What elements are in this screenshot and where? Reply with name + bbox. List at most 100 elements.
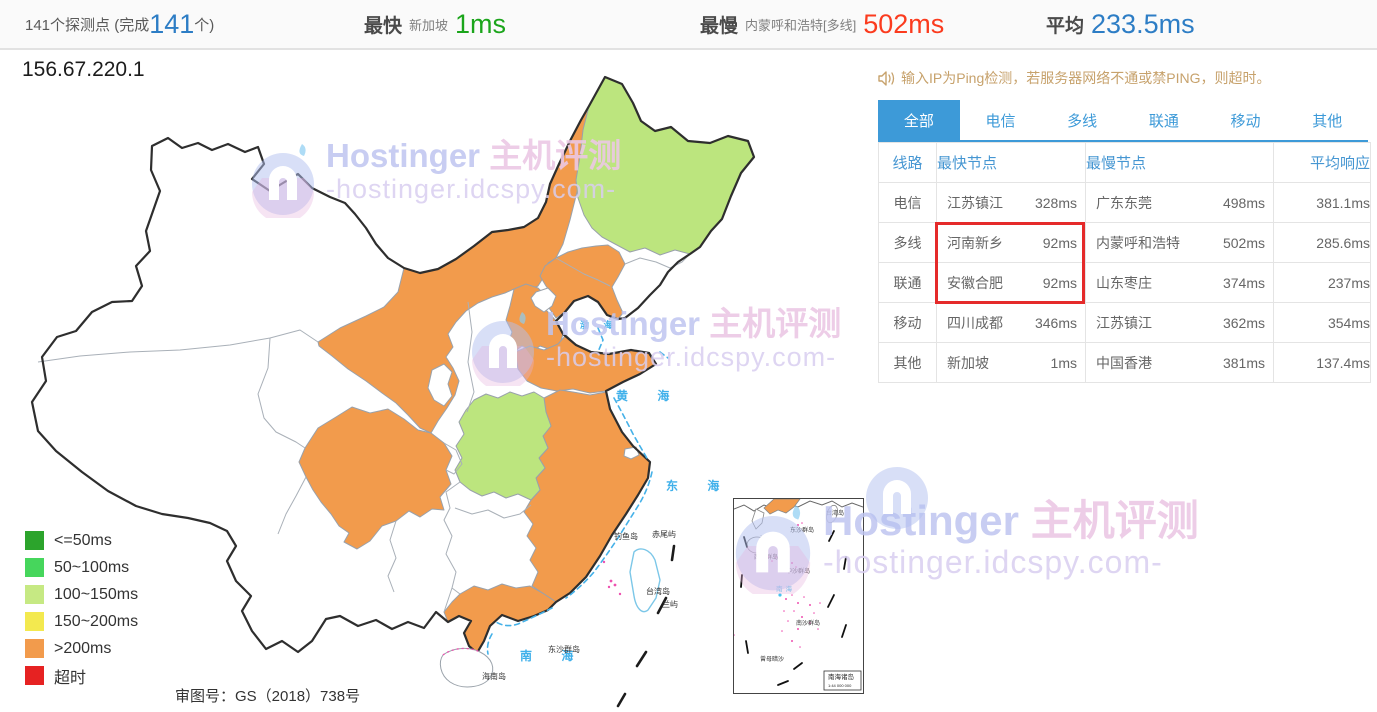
slowest-ms: 502ms (1222, 234, 1265, 251)
slowest-ms: 381ms (1222, 354, 1265, 371)
island-label-lanyu: 兰屿 (662, 599, 678, 609)
ping-notice: 输入IP为Ping检测，若服务器网络不通或禁PING，则超时。 (878, 68, 1270, 88)
fastest-ms: 92ms (1042, 274, 1077, 291)
tab-all[interactable]: 全部 (878, 100, 960, 140)
probe-done-count: 141 (149, 9, 195, 39)
province-heilongjiang[interactable] (575, 76, 755, 256)
legend-swatch-50-100 (25, 558, 44, 577)
legend-item: <=50ms (25, 531, 138, 550)
fastest-node: 河南新乡 (947, 234, 1003, 251)
inset-scale: 1:44 000 000 (828, 683, 852, 688)
slowest-stat: 最慢 内蒙呼和浩特[多线] 502ms (700, 0, 944, 48)
notice-text: 输入IP为Ping检测，若服务器网络不通或禁PING，则超时。 (901, 70, 1271, 86)
hainan-island (439, 647, 494, 688)
inset-guangdong (763, 498, 801, 515)
slowest-node: 广东东莞 (1096, 194, 1152, 211)
fastest-node: 新加坡 (947, 354, 989, 371)
tab-multiline[interactable]: 多线 (1067, 112, 1098, 130)
slowest-node: 江苏镇江 (1096, 314, 1152, 331)
line-name: 联通 (878, 262, 937, 303)
hainan-coast-dashes (442, 647, 481, 656)
sea-label-huanghai: 黄 海 (616, 388, 682, 403)
fastest-node: 新加坡 (409, 17, 449, 33)
table-row: 其他 新加坡 1ms 中国香港 381ms 137.4ms (878, 342, 1371, 383)
country-outline (30, 75, 756, 655)
stats-header: 141个探测点 (完成 141 个) 最快 新加坡 1ms 最慢 内蒙呼和浩特[… (0, 0, 1377, 50)
line-filter-tabs: 全部 电信 多线 联通 移动 其他 (878, 100, 1368, 142)
fastest-value: 1ms (455, 9, 507, 39)
legend-item: 50~100ms (25, 558, 138, 577)
page-title-ip: 156.67.220.1 (22, 58, 145, 81)
table-row: 电信 江苏镇江 328ms 广东东莞 498ms 381.1ms (878, 182, 1371, 223)
fastest-ms: 1ms (1050, 354, 1077, 371)
slowest-label: 最慢 (700, 15, 739, 37)
inset-label-hainan: 海南岛 (760, 535, 778, 543)
average-response: 285.6ms (1273, 222, 1371, 263)
slowest-ms: 498ms (1222, 194, 1265, 211)
average-response: 381.1ms (1273, 182, 1371, 223)
probe-count-summary: 141个探测点 (完成 141 个) (25, 0, 214, 48)
legend-label: >200ms (54, 639, 112, 657)
inset-label-xisha: 西沙群岛 (754, 553, 778, 561)
average-response: 137.4ms (1273, 342, 1371, 383)
province-sichuan[interactable] (298, 406, 453, 550)
ping-results-panel: 输入IP为Ping检测，若服务器网络不通或禁PING，则超时。 全部 电信 多线… (878, 60, 1371, 390)
legend-swatch-150-200 (25, 612, 44, 631)
legend-swatch-timeout (25, 666, 44, 685)
table-row: 多线 河南新乡 92ms 内蒙呼和浩特 502ms 285.6ms (878, 222, 1371, 263)
island-label-diaoyu: 钓鱼岛 (614, 531, 638, 541)
tab-mobile[interactable]: 移动 (1230, 112, 1261, 130)
slowest-node: 中国香港 (1096, 354, 1152, 371)
province-ningxia[interactable] (427, 363, 453, 407)
island-label-taiwan: 台湾岛 (646, 586, 670, 596)
slowest-node: 内蒙呼和浩特 (1096, 234, 1180, 251)
inset-title: 南海诸岛 (828, 672, 854, 681)
latency-legend: <=50ms 50~100ms 100~150ms 150~200ms >200… (25, 531, 138, 693)
col-header-slowest: 最慢节点 (1085, 142, 1274, 183)
sea-label-nanhai: 南 海 (520, 648, 586, 663)
col-header-fastest: 最快节点 (936, 142, 1086, 183)
speaker-icon (878, 70, 895, 86)
coastline-water (486, 327, 669, 655)
province-beijing[interactable] (530, 287, 557, 313)
inset-label-nanhai: 南海 (776, 584, 795, 593)
col-header-line: 线路 (878, 142, 937, 183)
average-label: 平均 (1046, 15, 1085, 37)
legend-item: 100~150ms (25, 585, 138, 604)
inset-water-dot (778, 593, 782, 597)
legend-item: 超时 (25, 666, 138, 687)
tab-other[interactable]: 其他 (1312, 112, 1343, 130)
line-name: 移动 (878, 302, 937, 343)
tab-unicom[interactable]: 联通 (1148, 112, 1179, 130)
inset-label-zengmu: 曾母暗沙 (760, 655, 784, 663)
col-header-average: 平均响应 (1273, 142, 1371, 183)
table-row: 移动 四川成都 346ms 江苏镇江 362ms 354ms (878, 302, 1371, 343)
taiwan-island (629, 548, 661, 613)
slowest-node: 内蒙呼和浩特[多线] (745, 17, 857, 33)
sea-label-donghai: 东 海 (666, 478, 732, 493)
fastest-node: 四川成都 (947, 314, 1003, 331)
legend-swatch-le50 (25, 531, 44, 550)
watermark-clipped (864, 452, 940, 532)
province-henan[interactable] (454, 391, 552, 501)
inset-taiwan (826, 504, 838, 524)
average-response: 237ms (1273, 262, 1371, 303)
line-name: 其他 (878, 342, 937, 383)
legend-label: 50~100ms (54, 558, 130, 576)
legend-label: 超时 (54, 669, 87, 687)
map-approval-number: 审图号：GS（2018）738号 (175, 688, 361, 705)
average-response: 354ms (1273, 302, 1371, 343)
watermark-line2: -hostinger.idcspy.com- (823, 544, 1163, 581)
legend-label: <=50ms (54, 531, 112, 549)
average-value: 233.5ms (1091, 9, 1195, 39)
province-guangdong[interactable] (443, 583, 557, 654)
tab-telecom[interactable]: 电信 (985, 112, 1016, 130)
legend-label: 100~150ms (54, 585, 139, 603)
fastest-ms: 328ms (1034, 194, 1077, 211)
slowest-ms: 362ms (1222, 314, 1265, 331)
fastest-ms: 92ms (1042, 234, 1077, 251)
table-header-row: 线路 最快节点 最慢节点 平均响应 (878, 142, 1371, 183)
island-label-chiwei: 赤尾屿 (652, 530, 676, 539)
legend-item: >200ms (25, 639, 138, 658)
slowest-ms: 374ms (1222, 274, 1265, 291)
